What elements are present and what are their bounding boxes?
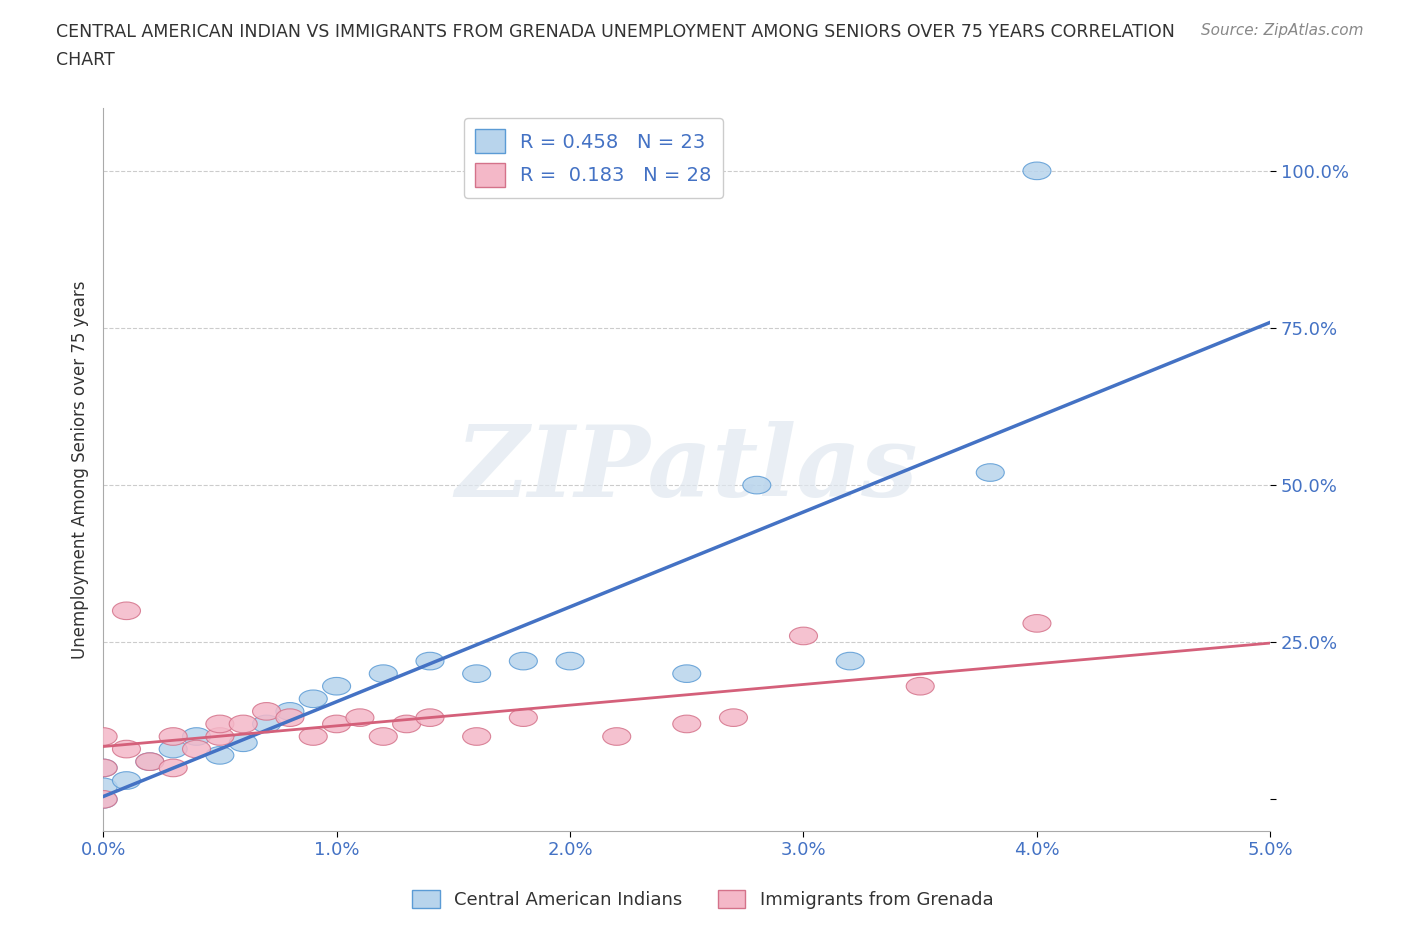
Ellipse shape: [229, 734, 257, 751]
Ellipse shape: [463, 727, 491, 745]
Ellipse shape: [89, 759, 117, 777]
Ellipse shape: [370, 727, 398, 745]
Ellipse shape: [720, 709, 748, 726]
Text: CHART: CHART: [56, 51, 115, 69]
Ellipse shape: [89, 727, 117, 745]
Ellipse shape: [159, 740, 187, 758]
Ellipse shape: [112, 602, 141, 619]
Ellipse shape: [89, 790, 117, 808]
Ellipse shape: [555, 652, 583, 670]
Ellipse shape: [205, 727, 233, 745]
Ellipse shape: [183, 727, 211, 745]
Ellipse shape: [603, 727, 631, 745]
Ellipse shape: [509, 709, 537, 726]
Ellipse shape: [89, 778, 117, 795]
Ellipse shape: [299, 727, 328, 745]
Ellipse shape: [159, 759, 187, 777]
Legend: R = 0.458   N = 23, R =  0.183   N = 28: R = 0.458 N = 23, R = 0.183 N = 28: [464, 118, 723, 198]
Ellipse shape: [346, 709, 374, 726]
Ellipse shape: [370, 665, 398, 683]
Ellipse shape: [742, 476, 770, 494]
Ellipse shape: [89, 759, 117, 777]
Text: CENTRAL AMERICAN INDIAN VS IMMIGRANTS FROM GRENADA UNEMPLOYMENT AMONG SENIORS OV: CENTRAL AMERICAN INDIAN VS IMMIGRANTS FR…: [56, 23, 1175, 41]
Ellipse shape: [89, 790, 117, 808]
Ellipse shape: [322, 715, 350, 733]
Ellipse shape: [229, 715, 257, 733]
Ellipse shape: [253, 715, 281, 733]
Ellipse shape: [112, 772, 141, 790]
Ellipse shape: [907, 677, 934, 695]
Ellipse shape: [159, 727, 187, 745]
Ellipse shape: [183, 740, 211, 758]
Ellipse shape: [205, 747, 233, 764]
Y-axis label: Unemployment Among Seniors over 75 years: Unemployment Among Seniors over 75 years: [72, 280, 89, 658]
Ellipse shape: [392, 715, 420, 733]
Legend: Central American Indians, Immigrants from Grenada: Central American Indians, Immigrants fro…: [405, 883, 1001, 916]
Ellipse shape: [205, 715, 233, 733]
Ellipse shape: [463, 665, 491, 683]
Ellipse shape: [276, 702, 304, 720]
Ellipse shape: [136, 753, 165, 770]
Ellipse shape: [276, 709, 304, 726]
Text: ZIPatlas: ZIPatlas: [456, 421, 918, 518]
Ellipse shape: [672, 715, 700, 733]
Ellipse shape: [1024, 615, 1050, 632]
Ellipse shape: [299, 690, 328, 708]
Ellipse shape: [1024, 162, 1050, 179]
Ellipse shape: [253, 702, 281, 720]
Ellipse shape: [509, 652, 537, 670]
Ellipse shape: [976, 464, 1004, 482]
Ellipse shape: [837, 652, 865, 670]
Ellipse shape: [112, 740, 141, 758]
Ellipse shape: [136, 753, 165, 770]
Ellipse shape: [416, 709, 444, 726]
Text: Source: ZipAtlas.com: Source: ZipAtlas.com: [1201, 23, 1364, 38]
Ellipse shape: [790, 627, 817, 644]
Ellipse shape: [672, 665, 700, 683]
Ellipse shape: [416, 652, 444, 670]
Ellipse shape: [322, 677, 350, 695]
